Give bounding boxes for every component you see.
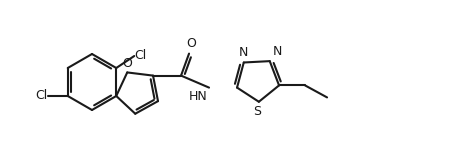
Text: N: N (272, 45, 282, 58)
Text: HN: HN (188, 90, 207, 103)
Text: Cl: Cl (134, 50, 146, 62)
Text: O: O (122, 57, 132, 70)
Text: Cl: Cl (35, 90, 48, 102)
Text: O: O (186, 37, 196, 50)
Text: N: N (238, 46, 248, 60)
Text: S: S (252, 105, 260, 118)
